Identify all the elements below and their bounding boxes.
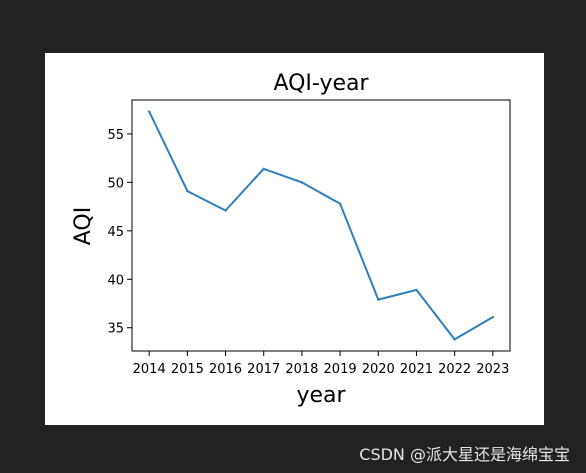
- data-point: [262, 167, 265, 171]
- chart-title: AQI-year: [273, 71, 369, 96]
- y-tick-label: 55: [107, 128, 124, 143]
- data-point: [377, 298, 380, 301]
- x-tick-label: 2023: [476, 362, 509, 377]
- aqi-series-line: [148, 111, 494, 341]
- data-point: [338, 202, 342, 205]
- x-axis-ticks: 2014 2015 2016 2017 2018 2019 2020 2021 2022 2023: [133, 351, 509, 377]
- data-point: [415, 288, 418, 292]
- x-tick-label: 2016: [209, 362, 242, 377]
- x-tick-label: 2018: [285, 362, 318, 377]
- x-tick-label: 2022: [438, 362, 471, 377]
- aqi-series-points: [147, 110, 495, 341]
- y-axis-label: AQI: [71, 207, 96, 245]
- data-point: [186, 189, 189, 193]
- data-point: [224, 209, 227, 212]
- data-point: [491, 315, 495, 319]
- y-tick-label: 35: [107, 322, 124, 337]
- x-tick-label: 2020: [362, 362, 395, 377]
- y-tick-label: 50: [107, 176, 124, 191]
- watermark: CSDN @派大星还是海绵宝宝: [359, 445, 570, 464]
- x-tick-label: 2014: [133, 362, 166, 377]
- figure-canvas: AQI-year AQI year 35 40 45 50 55 2014 2015 201…: [45, 53, 544, 425]
- x-axis-label: year: [296, 383, 346, 408]
- y-tick-label: 45: [107, 225, 124, 240]
- data-point: [453, 338, 456, 341]
- x-tick-label: 2019: [324, 362, 357, 377]
- data-point: [147, 110, 151, 113]
- y-axis-ticks: 35 40 45 50 55: [107, 128, 132, 337]
- plot-area-frame: [131, 99, 511, 352]
- x-tick-label: 2017: [247, 362, 280, 377]
- y-tick-label: 40: [107, 273, 124, 288]
- x-tick-label: 2015: [171, 362, 204, 377]
- data-point: [300, 181, 304, 184]
- x-tick-label: 2021: [400, 362, 433, 377]
